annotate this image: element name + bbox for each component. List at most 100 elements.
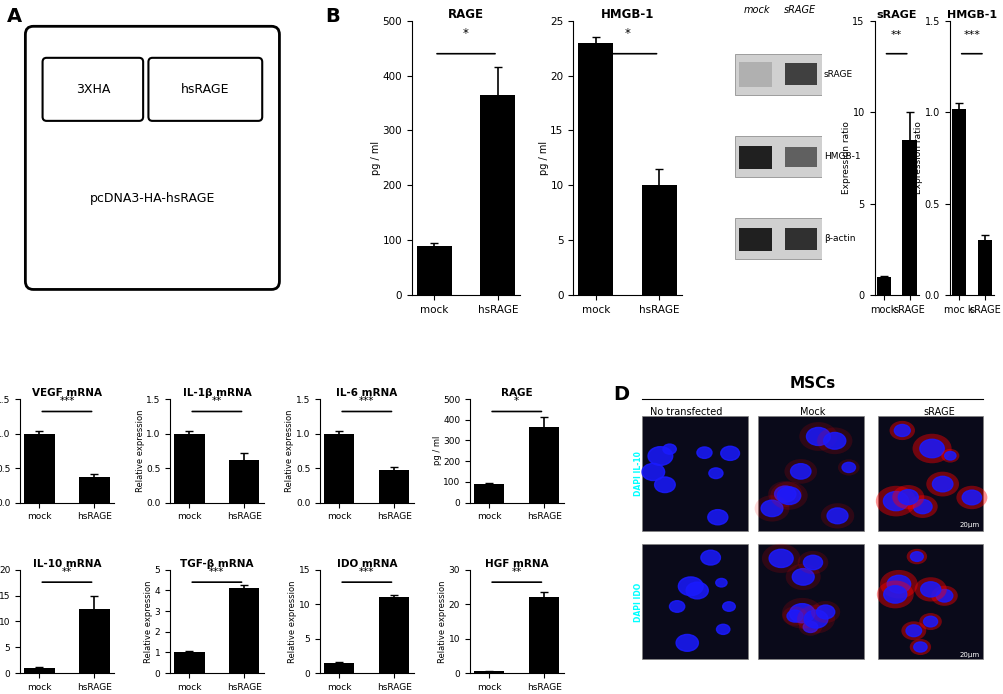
Title: HMGB-1: HMGB-1 xyxy=(946,10,996,20)
Text: **: ** xyxy=(890,30,902,40)
Circle shape xyxy=(889,421,914,440)
Text: DAPI IL-10: DAPI IL-10 xyxy=(633,450,642,496)
Circle shape xyxy=(781,598,821,629)
Circle shape xyxy=(820,503,854,528)
Bar xyxy=(529,598,559,673)
Circle shape xyxy=(716,625,729,634)
Bar xyxy=(784,147,816,167)
Circle shape xyxy=(654,477,675,493)
Circle shape xyxy=(700,550,720,565)
Y-axis label: Relative expression: Relative expression xyxy=(438,580,447,663)
Y-axis label: Relative expression: Relative expression xyxy=(135,409,144,492)
Circle shape xyxy=(785,564,819,590)
Circle shape xyxy=(669,601,684,612)
Text: *: * xyxy=(462,27,468,40)
Circle shape xyxy=(892,485,924,509)
Circle shape xyxy=(675,634,698,651)
Text: ***: *** xyxy=(359,567,374,577)
Bar xyxy=(229,589,259,673)
Text: ***: *** xyxy=(59,396,74,406)
Bar xyxy=(734,53,820,95)
FancyBboxPatch shape xyxy=(25,26,279,289)
Bar xyxy=(734,136,820,177)
Circle shape xyxy=(898,489,918,505)
FancyBboxPatch shape xyxy=(148,58,262,121)
Title: HMGB-1: HMGB-1 xyxy=(600,8,654,21)
Circle shape xyxy=(810,601,840,623)
Circle shape xyxy=(961,490,981,505)
Bar xyxy=(324,663,354,673)
Bar xyxy=(977,240,991,295)
Circle shape xyxy=(880,570,917,598)
Circle shape xyxy=(912,434,951,464)
Circle shape xyxy=(786,610,802,622)
Circle shape xyxy=(906,549,926,564)
Circle shape xyxy=(685,582,707,599)
Circle shape xyxy=(930,586,957,606)
Bar xyxy=(738,228,771,251)
Title: sRAGE: sRAGE xyxy=(876,10,916,20)
Bar xyxy=(641,185,676,295)
Circle shape xyxy=(926,472,958,496)
Title: IL-1β mRNA: IL-1β mRNA xyxy=(183,389,251,398)
Text: B: B xyxy=(325,7,339,26)
Title: VEGF mRNA: VEGF mRNA xyxy=(32,389,102,398)
Circle shape xyxy=(796,604,834,634)
Circle shape xyxy=(783,459,816,484)
Circle shape xyxy=(715,578,726,587)
Circle shape xyxy=(776,487,799,505)
Title: IDO mRNA: IDO mRNA xyxy=(336,559,397,569)
Bar xyxy=(878,416,982,531)
Title: IL-10 mRNA: IL-10 mRNA xyxy=(33,559,101,569)
Circle shape xyxy=(768,549,792,568)
Bar xyxy=(529,427,559,502)
Text: **: ** xyxy=(62,567,72,577)
Bar xyxy=(738,146,771,169)
Text: Mock: Mock xyxy=(799,407,824,417)
Bar xyxy=(324,434,354,502)
Title: RAGE: RAGE xyxy=(500,389,532,398)
Bar xyxy=(175,652,205,673)
Circle shape xyxy=(707,509,727,525)
Circle shape xyxy=(923,616,937,627)
Circle shape xyxy=(883,586,906,603)
Bar xyxy=(902,139,916,295)
Text: 3XHA: 3XHA xyxy=(75,83,110,96)
Circle shape xyxy=(894,425,910,437)
Circle shape xyxy=(708,468,722,479)
Bar xyxy=(24,668,54,673)
Bar xyxy=(951,108,965,295)
Text: 20μm: 20μm xyxy=(959,522,979,528)
Text: sRAGE: sRAGE xyxy=(923,407,955,417)
Circle shape xyxy=(781,607,807,626)
Circle shape xyxy=(887,575,910,593)
Circle shape xyxy=(944,452,955,460)
Text: 20μm: 20μm xyxy=(959,652,979,658)
Bar xyxy=(757,544,863,659)
Text: *: * xyxy=(514,396,519,406)
Circle shape xyxy=(798,618,821,636)
Text: D: D xyxy=(613,385,629,405)
Circle shape xyxy=(956,486,986,509)
Text: ***: *** xyxy=(963,30,979,40)
Circle shape xyxy=(788,604,814,623)
Circle shape xyxy=(773,486,795,502)
FancyBboxPatch shape xyxy=(42,58,143,121)
Circle shape xyxy=(932,476,952,492)
Circle shape xyxy=(876,580,913,609)
Circle shape xyxy=(822,432,845,449)
Y-axis label: pg / ml: pg / ml xyxy=(432,436,441,466)
Text: β-actin: β-actin xyxy=(822,235,855,243)
Circle shape xyxy=(940,449,959,463)
Circle shape xyxy=(919,613,941,630)
Bar xyxy=(642,416,747,531)
Circle shape xyxy=(767,481,801,507)
Circle shape xyxy=(722,602,734,611)
Text: ***: *** xyxy=(209,567,225,577)
Title: HGF mRNA: HGF mRNA xyxy=(484,559,548,569)
Bar xyxy=(876,277,890,295)
Text: A: A xyxy=(7,7,22,26)
Circle shape xyxy=(761,544,799,573)
Circle shape xyxy=(826,508,848,524)
Circle shape xyxy=(875,486,916,516)
